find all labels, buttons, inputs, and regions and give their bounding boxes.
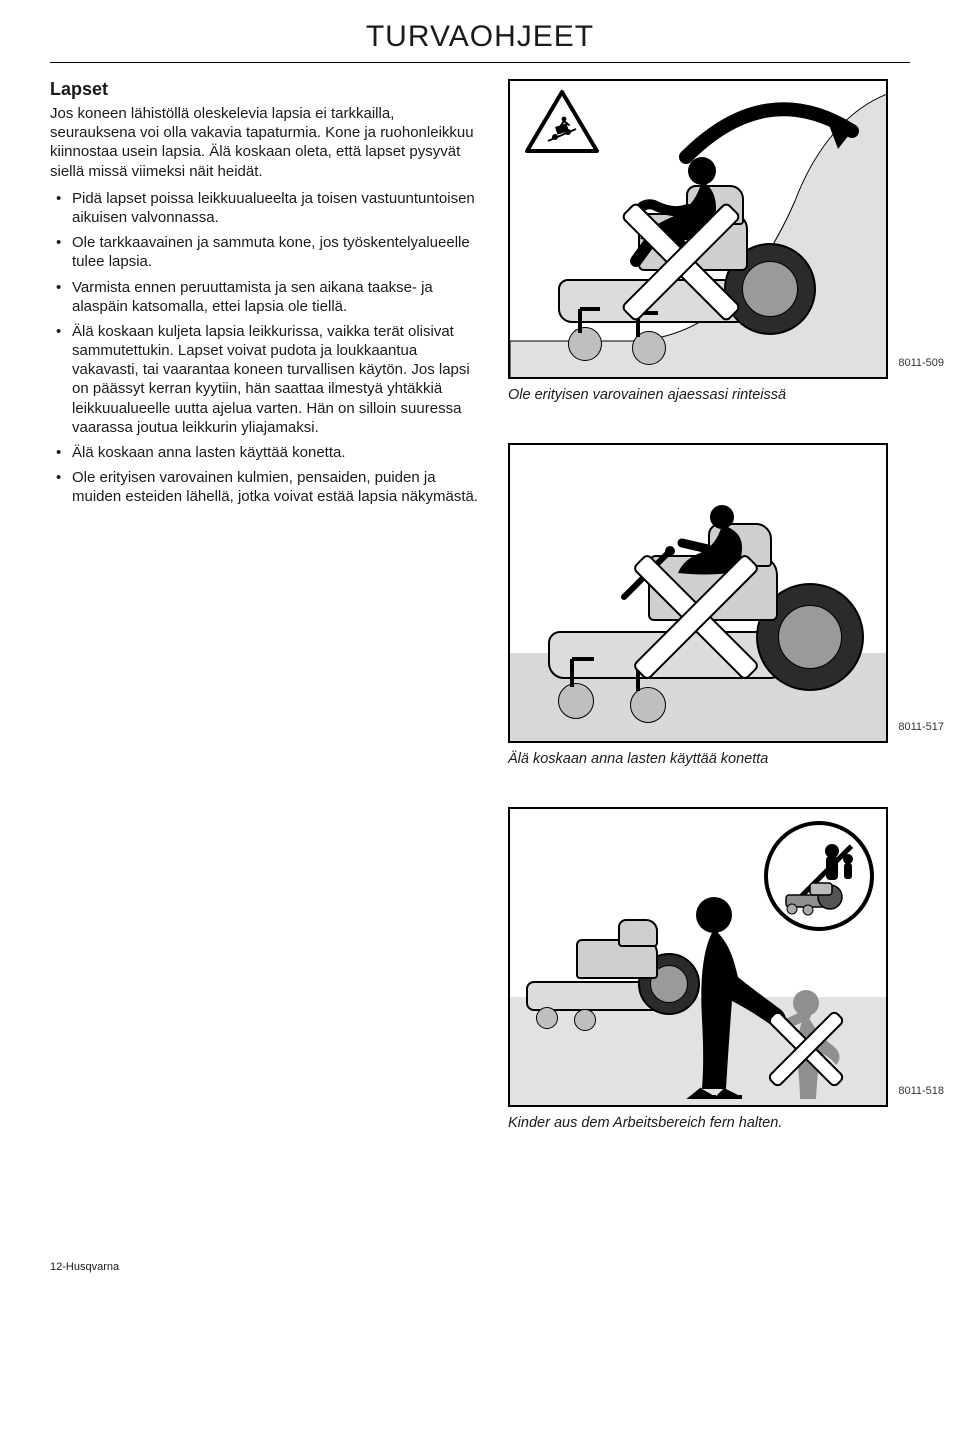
figure-code: 8011-518 (898, 807, 944, 1097)
bullet-list: Pidä lapset poissa leikkuualueelta ja to… (50, 189, 480, 507)
list-item: Varmista ennen peruuttamista ja sen aika… (50, 278, 480, 316)
child-silhouette-icon (766, 987, 856, 1105)
text-column: Lapset Jos koneen lähistöllä oleskelevia… (50, 79, 480, 1171)
figure-code: 8011-509 (898, 79, 944, 369)
figure-code: 8011-517 (898, 443, 944, 733)
prohibit-icon (764, 821, 874, 931)
figure-slope: 8011-509 Ole erityisen varovainen ajaess… (508, 79, 944, 403)
list-item: Ole erityisen varovainen kulmien, pensai… (50, 468, 480, 506)
intro-paragraph: Jos koneen lähistöllä oleskelevia lapsia… (50, 104, 480, 181)
figure-frame (508, 443, 888, 743)
list-item: Ole tarkkaavainen ja sammuta kone, jos t… (50, 233, 480, 271)
figure-caption: Kinder aus dem Arbeitsbereich fern halte… (508, 1115, 944, 1131)
figure-caption: Ole erityisen varovainen ajaessasi rinte… (508, 387, 944, 403)
list-item: Älä koskaan anna lasten käyttää konetta. (50, 443, 480, 462)
page-title: TURVAOHJEET (50, 20, 910, 63)
operator-silhouette-icon (618, 151, 758, 271)
list-item: Pidä lapset poissa leikkuualueelta ja to… (50, 189, 480, 227)
figure-caption: Älä koskaan anna lasten käyttää konetta (508, 751, 944, 767)
figure-column: 8011-509 Ole erityisen varovainen ajaess… (508, 79, 944, 1171)
section-heading: Lapset (50, 79, 480, 100)
figure-keep-away: 8011-518 Kinder aus dem Arbeitsbereich f… (508, 807, 944, 1131)
list-item: Älä koskaan kuljeta lapsia leikkurissa, … (50, 322, 480, 437)
page-footer: 12-Husqvarna (50, 1261, 910, 1273)
figure-frame (508, 807, 888, 1107)
figure-frame (508, 79, 888, 379)
warning-triangle-icon (524, 89, 600, 155)
content-columns: Lapset Jos koneen lähistöllä oleskelevia… (50, 79, 910, 1171)
figure-child-driving: 8011-517 Älä koskaan anna lasten käyttää… (508, 443, 944, 767)
